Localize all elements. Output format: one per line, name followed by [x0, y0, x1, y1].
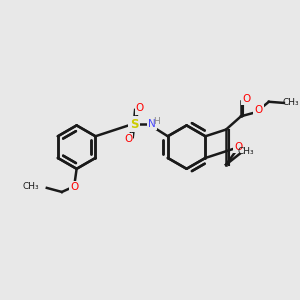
Text: CH₃: CH₃	[23, 182, 39, 191]
Text: O: O	[242, 94, 250, 104]
Text: N: N	[148, 119, 156, 129]
Text: O: O	[136, 103, 144, 113]
Text: O: O	[235, 142, 243, 152]
Text: O: O	[124, 134, 132, 144]
Text: S: S	[130, 118, 138, 131]
Text: CH₃: CH₃	[238, 147, 255, 156]
Text: O: O	[254, 105, 262, 115]
Text: H: H	[153, 117, 160, 126]
Text: CH₃: CH₃	[283, 98, 299, 107]
Text: O: O	[70, 182, 78, 192]
